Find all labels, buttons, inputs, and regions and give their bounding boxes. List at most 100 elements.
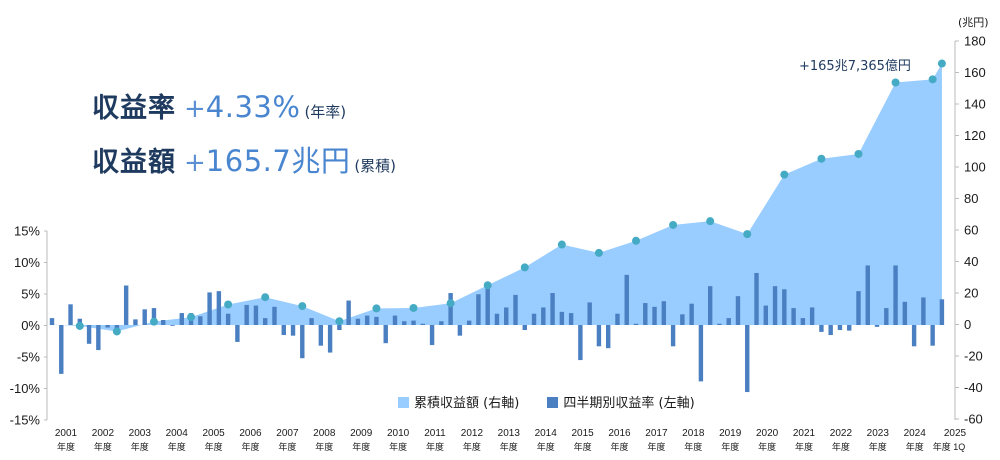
quarterly-return-bar — [643, 303, 648, 325]
cumulative-marker — [298, 302, 307, 311]
right-axis-tick-label: 60 — [964, 223, 978, 238]
quarterly-return-bar — [837, 325, 843, 331]
quarterly-return-bar — [170, 325, 175, 326]
x-axis-fiscal-label: 年度 — [574, 441, 592, 452]
quarterly-return-bar — [133, 319, 138, 325]
x-axis-year-label: 2018 — [682, 428, 705, 439]
return-amount-label: 収益額 — [92, 147, 176, 178]
quarterly-return-bar — [847, 325, 852, 331]
quarterly-return-bar — [921, 297, 926, 325]
x-axis-year-label: 2019 — [719, 428, 742, 439]
quarterly-return-bar — [587, 302, 592, 325]
x-axis-year-label: 2015 — [571, 428, 594, 439]
quarterly-return-bar — [856, 291, 861, 325]
right-axis-tick-label: 180 — [964, 34, 986, 49]
x-axis-fiscal-label: 年度 — [647, 441, 665, 452]
cumulative-marker — [743, 230, 752, 239]
quarterly-return-bar — [726, 318, 731, 325]
x-axis-year-label: 2007 — [276, 428, 299, 439]
cumulative-marker — [891, 78, 900, 87]
quarterly-return-bar — [735, 296, 741, 325]
quarterly-return-bar — [698, 325, 704, 382]
cumulative-marker — [483, 281, 492, 290]
right-axis-tick-label: 0 — [964, 317, 971, 332]
x-axis-year-label: 2002 — [92, 428, 115, 439]
quarterly-return-bar — [624, 274, 629, 325]
quarterly-return-bar — [355, 318, 361, 325]
quarterly-return-bar — [800, 318, 806, 325]
quarterly-return-bar — [49, 318, 55, 325]
left-axis: 15% 10% 5% 0% -5% -10% -15% — [10, 224, 48, 428]
plus-sign: + — [184, 94, 206, 124]
quarterly-return-bar — [504, 307, 509, 325]
quarterly-return-bar — [606, 325, 611, 349]
quarterly-bars — [49, 265, 945, 393]
quarterly-return-bar — [439, 321, 444, 325]
left-axis-tick-label: 10% — [14, 255, 40, 270]
cumulative-marker — [187, 313, 196, 322]
quarterly-return-bar — [290, 325, 296, 336]
x-axis-fiscal-label: 年度 — [832, 441, 850, 452]
return-rate-note: (年率) — [304, 103, 347, 121]
quarterly-return-bar — [707, 286, 713, 325]
quarterly-return-bar — [235, 325, 240, 342]
quarterly-return-bar — [68, 304, 73, 325]
quarterly-return-bar — [884, 308, 889, 325]
quarterly-return-bar — [161, 319, 166, 325]
quarterly-return-bar — [86, 325, 92, 344]
quarterly-return-bar — [402, 321, 407, 325]
x-axis-year-label: 2025 — [944, 428, 967, 439]
quarterly-return-bar — [142, 309, 147, 325]
quarterly-return-bar — [772, 286, 778, 325]
x-axis-fiscal-label: 年度 — [241, 441, 259, 452]
x-axis-fiscal-label: 年度 — [463, 441, 481, 452]
quarterly-return-bar — [902, 301, 908, 325]
quarterly-return-bar — [485, 288, 490, 325]
x-axis-fiscal-label: 年度 — [426, 441, 444, 452]
quarterly-return-bar — [615, 313, 620, 325]
x-axis-fiscal-label: 年度 — [168, 441, 186, 452]
x-axis-year-label: 2017 — [645, 428, 668, 439]
left-axis-tick-label: 0% — [21, 318, 40, 333]
cumulative-area — [50, 63, 942, 332]
cumulative-marker — [446, 299, 455, 308]
quarterly-return-bar — [911, 325, 917, 347]
x-axis-year-label: 2020 — [756, 428, 779, 439]
x-axis-year-label: 2009 — [350, 428, 373, 439]
quarterly-return-bar — [216, 291, 222, 325]
quarterly-return-bar — [819, 325, 824, 332]
x-axis-fiscal-label: 年度 — [278, 441, 296, 452]
quarterly-return-bar — [392, 315, 398, 325]
x-axis-year-label: 2012 — [461, 428, 484, 439]
legend-item-quarterly: 四半期別収益率 (左軸) — [547, 396, 695, 411]
right-axis-tick-label: 120 — [964, 128, 986, 143]
cumulative-marker — [937, 59, 946, 68]
quarterly-return-bar — [559, 311, 565, 325]
quarterly-return-bar — [411, 320, 416, 325]
cumulative-marker — [149, 317, 158, 326]
quarterly-return-bar — [263, 318, 268, 325]
quarterly-return-bar — [448, 293, 453, 325]
legend-swatch-cumulative — [398, 397, 409, 408]
return-amount-value: 165.7兆円 — [205, 144, 351, 178]
right-axis-tick-label: 80 — [964, 191, 978, 206]
x-axis-fiscal-label: 年度 — [389, 441, 407, 452]
quarterly-return-bar — [782, 289, 787, 325]
quarterly-return-bar — [327, 325, 333, 353]
x-axis-fiscal-label: 年度 — [537, 441, 555, 452]
cumulative-marker — [632, 236, 641, 245]
quarterly-return-bar — [828, 325, 833, 336]
x-axis-fiscal-label: 年度 — [684, 441, 702, 452]
right-axis-tick-label: -20 — [964, 349, 983, 364]
x-axis-year-label: 2014 — [535, 428, 558, 439]
cumulative-total-annotation: +165兆7,365億円 — [799, 59, 911, 74]
x-axis-fiscal-label: 年度 — [205, 441, 223, 452]
return-rate-label: 収益率 — [92, 93, 176, 124]
quarterly-return-bar — [244, 304, 249, 325]
quarterly-return-bar — [476, 294, 481, 325]
headline-return-amount: 収益額 +165.7兆円 (累積) — [92, 138, 396, 180]
cumulative-marker — [372, 304, 381, 313]
return-rate-value: 4.33% — [205, 90, 301, 124]
cumulative-marker — [594, 248, 603, 257]
quarterly-return-bar — [531, 313, 537, 325]
